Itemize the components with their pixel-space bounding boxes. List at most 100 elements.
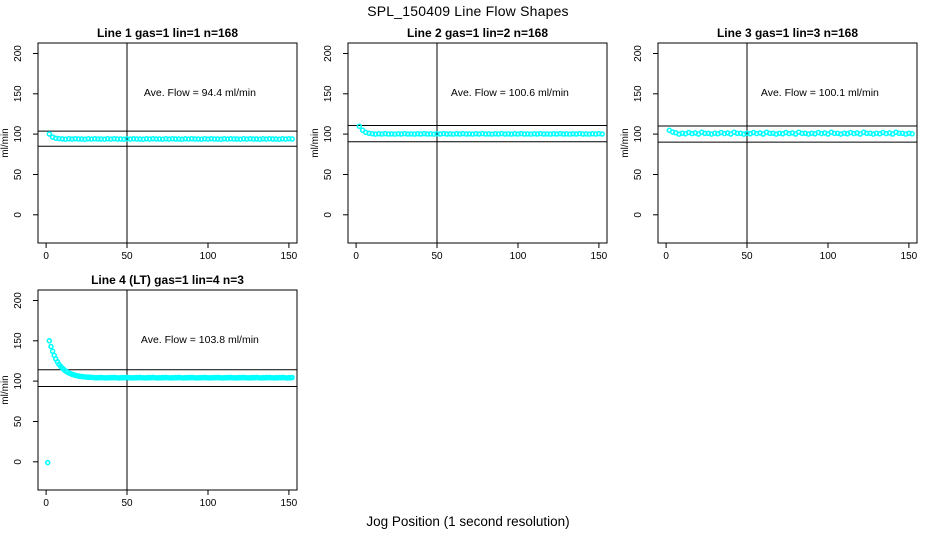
data-point [388,131,395,137]
data-point [463,131,469,137]
data-point [531,131,537,137]
y-tick-label: 0 [323,212,334,218]
plot-box [37,42,298,244]
data-point [427,131,434,137]
plot-box [347,42,608,244]
y-tick-label: 50 [323,169,334,181]
y-tick-label: 100 [633,125,644,142]
data-point [440,130,447,137]
data-point [411,131,418,137]
data-point [576,130,583,137]
y-tick-label: 200 [323,45,334,62]
data-point [221,136,227,142]
data-point [447,131,453,137]
y-tick-label: 200 [633,45,644,62]
x-tick-label: 100 [820,251,837,262]
x-tick-label: 50 [431,251,443,262]
data-point [91,135,98,142]
data-point [286,135,292,142]
data-point [75,136,82,142]
y-tick-label: 0 [13,212,24,218]
panel-title: Line 4 (LT) gas=1 lin=4 n=3 [91,273,244,287]
data-point [156,136,163,142]
y-tick-label: 150 [13,85,24,102]
data-point [508,131,515,137]
data-point [524,131,531,137]
x-tick-label: 100 [200,251,217,262]
data-point [385,131,392,137]
data-point [570,131,576,137]
x-tick-label: 150 [901,251,918,262]
data-point [85,136,91,142]
data-point [909,131,915,137]
y-tick-label: 50 [13,416,24,428]
data-point [453,131,460,137]
data-point [198,136,205,142]
data-point [560,131,567,137]
data-point [596,130,602,137]
plot-box [657,42,918,244]
data-point [799,130,805,137]
x-tick-label: 150 [281,498,298,509]
x-axis-label: Jog Position (1 second resolution) [366,514,570,529]
data-point [379,131,385,137]
data-point [104,136,111,142]
y-tick-label: 100 [13,125,24,142]
data-point [66,136,72,142]
y-axis-title: ml/min [0,128,11,157]
data-point [195,136,202,142]
y-tick-label: 50 [13,169,24,181]
data-point [111,135,117,142]
panel-line1-chart: 0 50 100 150 0 50 100 150 200 ml/min Line 1 gas=1 … [0,26,298,262]
x-tick-label: 100 [510,251,527,262]
data-point [414,131,421,137]
panel-title: Line 3 gas=1 lin=3 n=168 [717,26,858,40]
data-point [518,130,524,137]
data-point [137,136,143,142]
data-point [224,136,231,142]
data-point [101,136,108,142]
data-point [515,131,521,137]
data-point [48,343,54,350]
x-tick-label: 0 [353,251,359,262]
data-point [592,131,599,137]
data-point [282,136,289,142]
y-axis-title: ml/min [620,128,631,157]
data-point [401,130,408,137]
data-point [46,338,53,344]
data-point [466,131,473,137]
x-tick-label: 50 [741,251,753,262]
data-point [231,136,237,142]
x-tick-label: 150 [591,251,608,262]
data-point [153,136,159,142]
y-axis-title: ml/min [0,375,11,404]
data-point [479,130,486,137]
data-point [431,131,437,137]
data-point [46,131,53,137]
data-point [130,135,137,142]
y-tick-label: 50 [633,169,644,181]
data-point [69,136,75,142]
data-point [599,131,605,137]
x-tick-label: 0 [43,251,49,262]
data-point [95,136,101,142]
data-point [234,136,240,142]
data-point [505,131,512,137]
data-point [208,135,214,142]
data-point [421,130,427,137]
x-tick-label: 150 [281,251,298,262]
data-point [273,136,279,142]
y-axis-title: ml/min [310,128,321,157]
data-point [146,136,153,142]
data-point [405,131,411,137]
x-tick-label: 100 [200,498,217,509]
x-tick-label: 0 [663,251,669,262]
annotation-ave-flow: Ave. Flow = 100.6 ml/min [451,87,569,99]
data-point [169,135,176,142]
data-point [59,136,66,142]
x-tick-label: 0 [43,498,49,509]
data-point [189,135,195,142]
annotation-ave-flow: Ave. Flow = 94.4 ml/min [144,87,256,99]
data-point [586,131,592,137]
